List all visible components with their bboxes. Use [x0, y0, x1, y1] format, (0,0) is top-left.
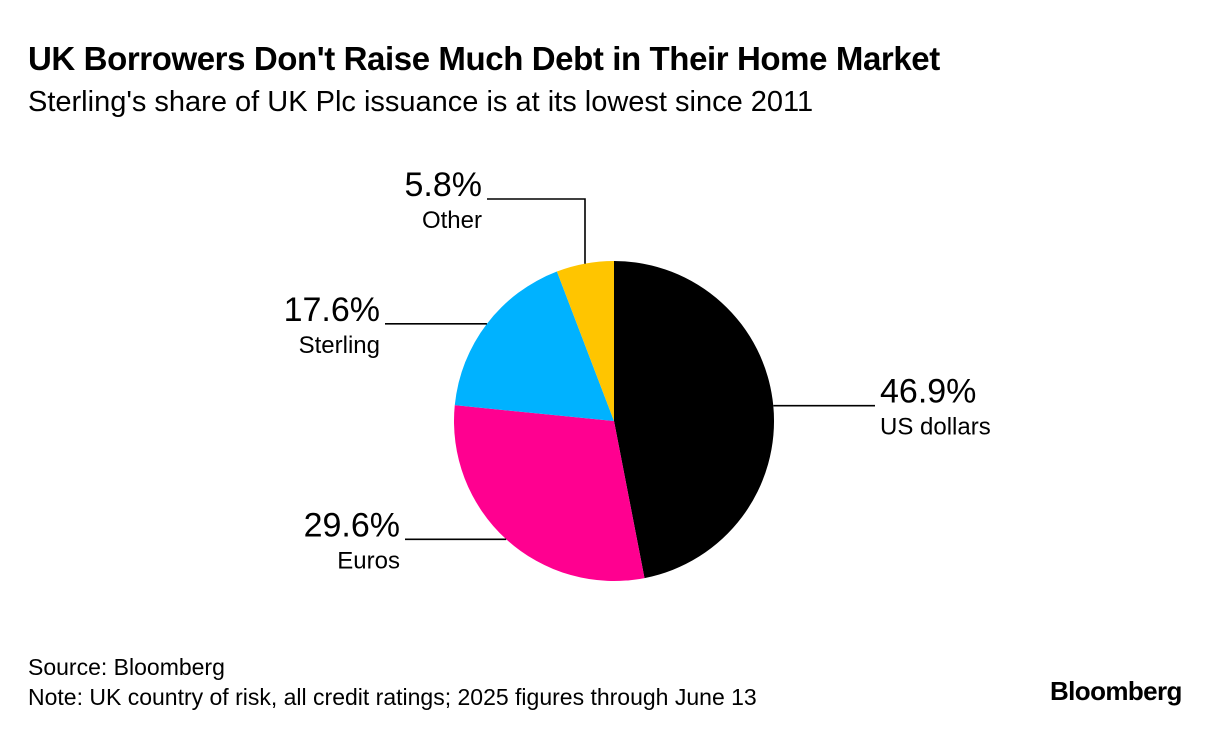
footnote: Note: UK country of risk, all credit rat…	[28, 684, 757, 710]
data-label-category: Euros	[337, 547, 400, 574]
data-label-category: Other	[422, 207, 482, 234]
data-label-value: 29.6%	[304, 506, 400, 544]
callout-line-other	[487, 198, 586, 264]
data-label-category: Sterling	[299, 332, 380, 359]
source-note: Source: Bloomberg	[28, 654, 225, 680]
data-label-value: 17.6%	[284, 291, 380, 329]
chart-subtitle: Sterling's share of UK Plc issuance is a…	[28, 86, 814, 118]
data-label-category: US dollars	[880, 414, 991, 441]
bloomberg-logo: Bloomberg	[1050, 676, 1182, 706]
pie-slice-us-dollars	[614, 261, 775, 579]
pie-slice-euros	[453, 405, 645, 582]
data-label-value: 5.8%	[405, 166, 483, 204]
chart-title: UK Borrowers Don't Raise Much Debt in Th…	[28, 40, 940, 77]
pie-slice-other	[556, 261, 614, 421]
pie-slice-sterling	[454, 271, 614, 421]
data-label-value: 46.9%	[880, 373, 976, 411]
